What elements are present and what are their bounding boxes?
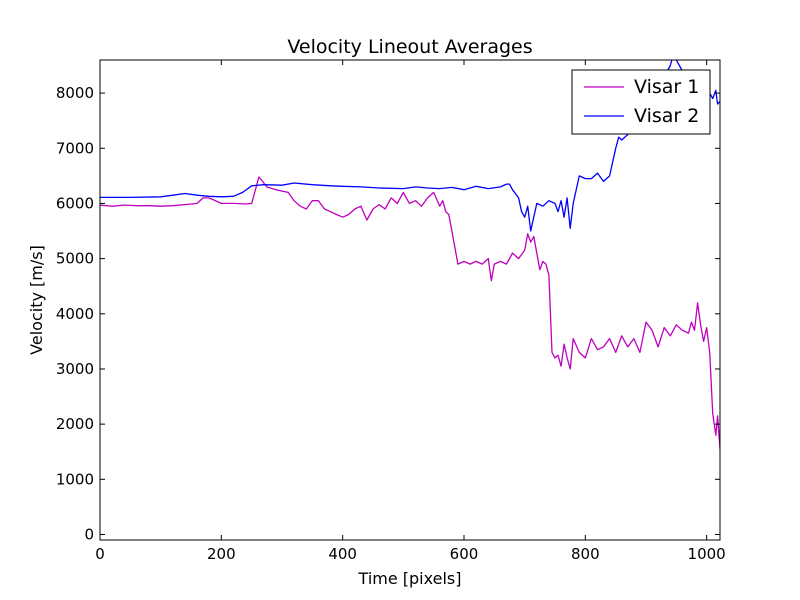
x-tick-label-400: 400 — [328, 545, 357, 563]
legend: Visar 1 Visar 2 — [571, 69, 711, 135]
chart-title: Velocity Lineout Averages — [287, 36, 532, 58]
y-tick-label-3000: 3000 — [56, 360, 94, 378]
legend-box — [571, 69, 711, 135]
x-tick-label-800: 800 — [571, 545, 600, 563]
legend-label-visar-2: Visar 2 — [634, 105, 699, 127]
y-tick-label-2000: 2000 — [56, 415, 94, 433]
tick-layer: 0 200 400 600 800 1000 0 1000 2000 3000 4000 5000 60… — [56, 60, 726, 563]
legend-label-visar-1: Visar 1 — [634, 76, 699, 98]
axes-frame — [99, 59, 721, 541]
y-tick-label-7000: 7000 — [56, 139, 94, 157]
plot-area — [100, 60, 720, 540]
x-tick-label-1000: 1000 — [688, 545, 726, 563]
y-tick-label-1000: 1000 — [56, 470, 94, 488]
y-tick-label-5000: 5000 — [56, 250, 94, 268]
y-axis-title: Velocity [m/s] — [27, 245, 46, 355]
y-tick-label-4000: 4000 — [56, 305, 94, 323]
series-line-visar-1 — [100, 176, 720, 450]
x-tick-label-0: 0 — [95, 545, 105, 563]
y-tick-label-6000: 6000 — [56, 194, 94, 212]
x-tick-label-600: 600 — [450, 545, 479, 563]
x-axis-title: Time [pixels] — [358, 569, 462, 588]
y-tick-label-8000: 8000 — [56, 84, 94, 102]
y-tick-label-0: 0 — [84, 525, 94, 543]
x-tick-label-200: 200 — [207, 545, 236, 563]
